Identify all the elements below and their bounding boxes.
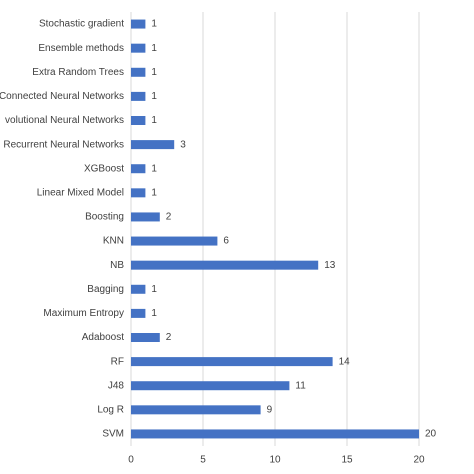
data-label: 1 — [151, 187, 157, 198]
bar — [131, 429, 419, 439]
bar — [131, 236, 218, 246]
bar — [131, 67, 146, 77]
data-label: 2 — [166, 212, 172, 223]
bar — [131, 164, 146, 174]
y-tick-label: RF — [111, 356, 124, 367]
y-tick-label: J48 — [108, 380, 125, 391]
data-label: 1 — [151, 284, 157, 295]
y-tick-label: Maximum Entropy — [43, 308, 124, 319]
data-label: 20 — [425, 429, 437, 440]
bar — [131, 333, 160, 342]
x-tick-label: 10 — [269, 455, 281, 466]
y-tick-label: Stochastic gradient — [39, 19, 124, 30]
bar — [131, 381, 290, 391]
y-tick-label: SVM — [102, 429, 124, 440]
bar — [131, 260, 319, 270]
bar — [131, 308, 146, 318]
data-label: 11 — [295, 380, 306, 391]
y-tick-label: KNN — [103, 236, 124, 247]
data-label: 1 — [151, 67, 157, 78]
data-label: 3 — [180, 139, 186, 150]
y-tick-label: Linear Mixed Model — [37, 187, 124, 198]
y-tick-label: Boosting — [85, 212, 124, 223]
y-tick-label: NB — [110, 260, 124, 271]
data-label: 1 — [151, 115, 157, 126]
x-tick-label: 5 — [200, 455, 206, 466]
data-label: 1 — [151, 91, 157, 102]
data-label: 1 — [151, 43, 157, 54]
bar — [131, 91, 146, 101]
bar — [131, 405, 261, 415]
bar — [131, 188, 146, 198]
x-tick-label: 15 — [341, 455, 353, 466]
data-label: 2 — [166, 332, 172, 343]
bar — [131, 19, 146, 29]
data-label: 9 — [267, 404, 273, 415]
bar — [131, 43, 146, 53]
y-tick-label: Extra Random Trees — [32, 67, 124, 78]
data-label: 1 — [151, 163, 157, 174]
bar — [131, 212, 160, 222]
data-label: 6 — [223, 236, 229, 247]
bar — [131, 284, 146, 294]
y-tick-label: Log R — [97, 404, 124, 415]
bar — [131, 357, 333, 367]
y-tick-label: Recurrent Neural Networks — [3, 139, 124, 150]
bar — [131, 140, 175, 150]
data-label: 14 — [339, 356, 351, 367]
data-label: 1 — [151, 308, 157, 319]
y-tick-label: Adaboost — [82, 332, 124, 343]
x-tick-label: 20 — [413, 455, 425, 466]
y-tick-label: XGBoost — [84, 163, 124, 174]
y-tick-label: Ensemble methods — [38, 43, 124, 54]
data-label: 1 — [151, 19, 157, 30]
x-tick-label: 0 — [128, 455, 134, 466]
y-tick-label: volutional Neural Networks — [5, 115, 124, 126]
y-tick-label: Connected Neural Networks — [0, 91, 124, 102]
data-label: 13 — [324, 260, 336, 271]
y-tick-label: Bagging — [87, 284, 124, 295]
bar — [131, 116, 146, 125]
